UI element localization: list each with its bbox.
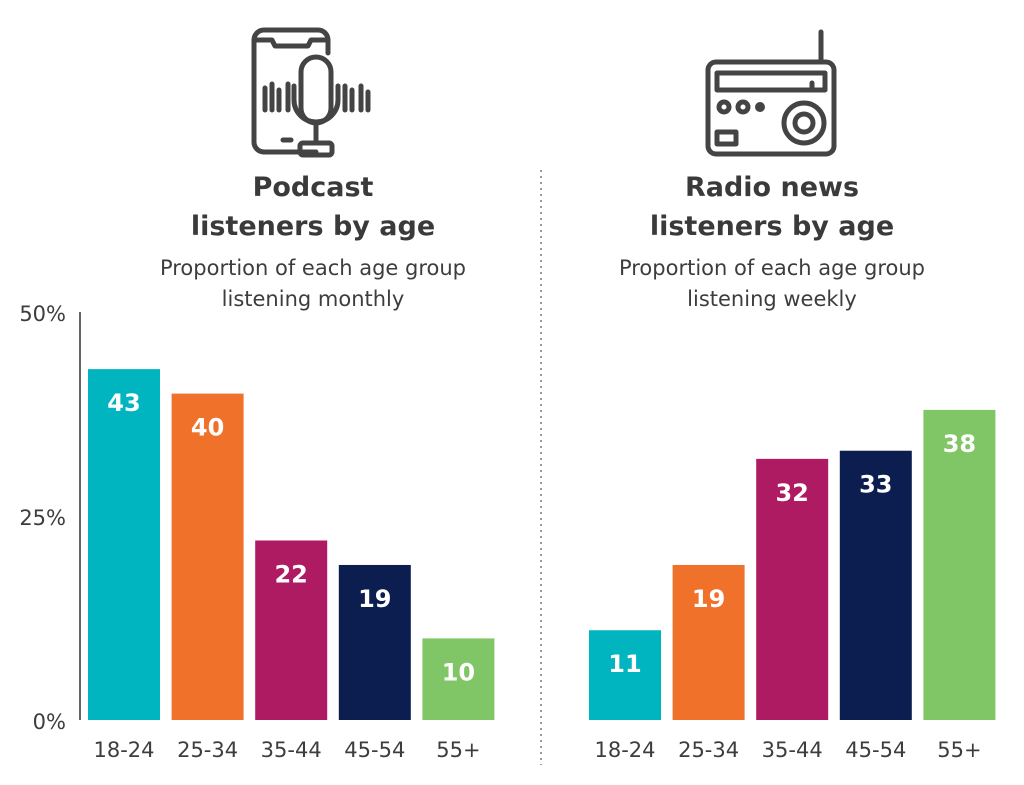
bar-18-24 bbox=[589, 630, 661, 720]
bar-55+ bbox=[422, 638, 495, 720]
radio-subtitle-line2: listening weekly bbox=[687, 287, 857, 311]
data-label: 22 bbox=[274, 560, 307, 588]
podcast-title-line2: listeners by age bbox=[190, 211, 436, 242]
bar-18-24 bbox=[88, 369, 160, 720]
x-tick-label: 18-24 bbox=[93, 738, 154, 762]
radio-title-line1: Radio news bbox=[684, 172, 860, 203]
radio-subtitle-line1: Proportion of each age group bbox=[618, 256, 926, 280]
podcast-subtitle: Proportion of each age group listening m… bbox=[103, 253, 523, 315]
radio-title-line2: listeners by age bbox=[649, 211, 895, 242]
bar-55+ bbox=[923, 409, 996, 720]
y-tick-label: 0% bbox=[33, 710, 66, 734]
data-label: 10 bbox=[442, 658, 475, 686]
x-tick-label: 55+ bbox=[436, 738, 480, 762]
x-tick-label: 35-44 bbox=[762, 738, 823, 762]
radio-subtitle: Proportion of each age group listening w… bbox=[562, 253, 982, 315]
x-tick-label: 18-24 bbox=[594, 738, 655, 762]
podcast-title: Podcast listeners by age bbox=[113, 168, 513, 246]
data-label: 38 bbox=[943, 430, 976, 458]
bar-45-54 bbox=[338, 564, 411, 720]
data-label: 40 bbox=[191, 414, 224, 442]
podcast-subtitle-line1: Proportion of each age group bbox=[159, 256, 467, 280]
x-tick-label: 35-44 bbox=[261, 738, 322, 762]
data-label: 43 bbox=[107, 389, 140, 417]
smartphone-microphone-icon bbox=[251, 27, 371, 158]
bar-25-34 bbox=[672, 564, 745, 720]
data-label: 11 bbox=[608, 650, 641, 678]
x-tick-label: 25-34 bbox=[678, 738, 739, 762]
x-tick-label: 45-54 bbox=[344, 738, 405, 762]
bar-35-44 bbox=[756, 458, 829, 720]
data-label: 19 bbox=[692, 585, 725, 613]
radio-title: Radio news listeners by age bbox=[572, 168, 972, 246]
y-tick-label: 50% bbox=[19, 302, 66, 326]
bar-45-54 bbox=[839, 450, 912, 720]
podcast-subtitle-line2: listening monthly bbox=[221, 287, 405, 311]
x-tick-label: 45-54 bbox=[845, 738, 906, 762]
bar-35-44 bbox=[255, 540, 328, 720]
data-label: 33 bbox=[859, 471, 892, 499]
podcast-title-line1: Podcast bbox=[252, 172, 374, 203]
x-tick-label: 55+ bbox=[937, 738, 981, 762]
y-tick-label: 25% bbox=[19, 506, 66, 530]
data-label: 19 bbox=[358, 585, 391, 613]
x-tick-label: 25-34 bbox=[177, 738, 238, 762]
bar-25-34 bbox=[171, 393, 244, 720]
radio-icon bbox=[705, 29, 837, 157]
data-label: 32 bbox=[775, 479, 808, 507]
